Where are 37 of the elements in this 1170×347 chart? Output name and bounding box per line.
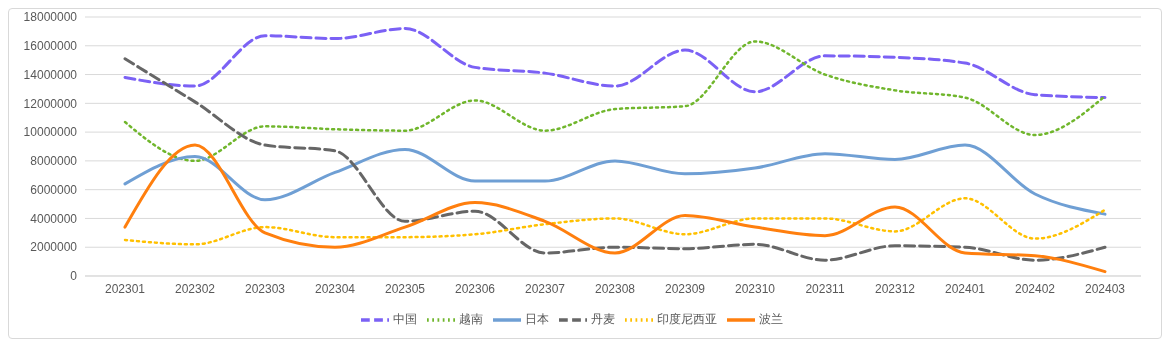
y-tick-label: 12000000 (23, 96, 78, 111)
x-tick-label: 202402 (1014, 281, 1056, 296)
x-tick-label: 202312 (874, 281, 916, 296)
legend-label: 中国 (393, 312, 417, 327)
x-tick-label: 202305 (384, 281, 426, 296)
x-tick-label: 202303 (244, 281, 286, 296)
x-tick-label: 202311 (805, 281, 845, 296)
y-tick-label: 0 (70, 269, 78, 284)
y-tick-label: 6000000 (30, 182, 78, 197)
y-tick-label: 4000000 (30, 211, 78, 226)
x-tick-label: 202401 (944, 281, 986, 296)
x-tick-label: 202307 (524, 281, 566, 296)
line-series (123, 197, 1107, 246)
legend-label: 日本 (525, 312, 549, 327)
x-tick-label: 202301 (104, 281, 146, 296)
y-tick-label: 2000000 (30, 240, 78, 255)
legend-label: 印度尼西亚 (657, 312, 717, 327)
line-series (123, 27, 1107, 100)
line-series (123, 40, 1107, 163)
y-tick-label: 14000000 (23, 67, 78, 82)
x-tick-label: 202306 (454, 281, 496, 296)
x-tick-label: 202304 (314, 281, 356, 296)
line-series (123, 143, 1107, 216)
x-tick-label: 202309 (664, 281, 706, 296)
x-tick-label: 202403 (1084, 281, 1126, 296)
y-tick-label: 10000000 (23, 125, 78, 140)
legend-label: 波兰 (759, 312, 783, 327)
x-tick-label: 202302 (174, 281, 216, 296)
y-tick-label: 18000000 (23, 10, 78, 25)
x-tick-label: 202310 (734, 281, 776, 296)
x-tick-label: 202308 (594, 281, 636, 296)
line-series (123, 143, 1107, 274)
legend-label: 丹麦 (591, 312, 615, 327)
y-tick-label: 8000000 (30, 154, 78, 169)
legend-label: 越南 (459, 312, 483, 327)
y-tick-label: 16000000 (23, 39, 78, 54)
line-series (123, 57, 1107, 262)
